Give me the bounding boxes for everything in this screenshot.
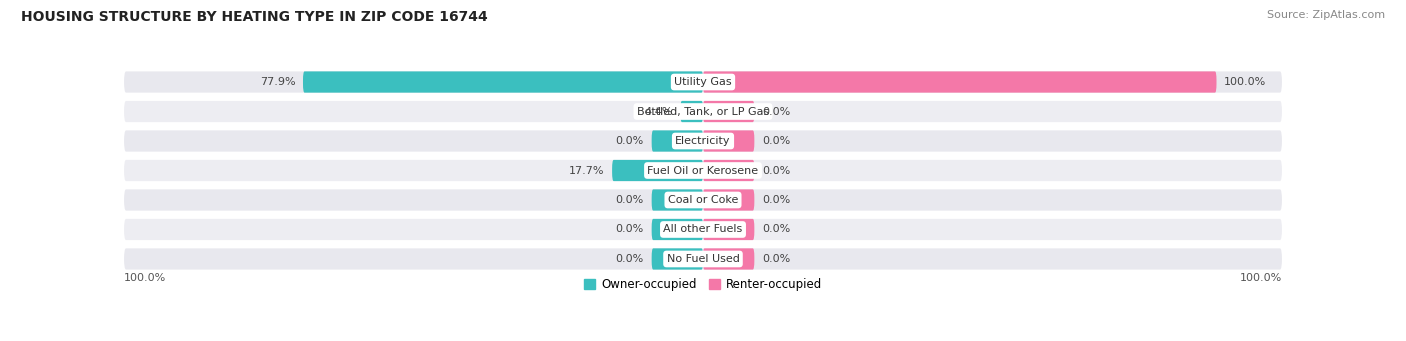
FancyBboxPatch shape (703, 189, 755, 211)
Text: Source: ZipAtlas.com: Source: ZipAtlas.com (1267, 10, 1385, 20)
Text: 77.9%: 77.9% (260, 77, 295, 87)
Text: Bottled, Tank, or LP Gas: Bottled, Tank, or LP Gas (637, 106, 769, 117)
FancyBboxPatch shape (703, 71, 1216, 93)
FancyBboxPatch shape (124, 101, 1282, 122)
Text: 100.0%: 100.0% (1225, 77, 1267, 87)
FancyBboxPatch shape (651, 189, 703, 211)
Text: 0.0%: 0.0% (616, 136, 644, 146)
FancyBboxPatch shape (124, 248, 1282, 270)
Text: 0.0%: 0.0% (762, 195, 790, 205)
Text: Utility Gas: Utility Gas (675, 77, 731, 87)
Text: 0.0%: 0.0% (762, 224, 790, 235)
FancyBboxPatch shape (124, 71, 1282, 93)
FancyBboxPatch shape (651, 248, 703, 270)
FancyBboxPatch shape (651, 130, 703, 152)
FancyBboxPatch shape (681, 101, 703, 122)
Text: 100.0%: 100.0% (124, 273, 166, 283)
FancyBboxPatch shape (703, 130, 755, 152)
FancyBboxPatch shape (124, 219, 1282, 240)
Text: 0.0%: 0.0% (762, 136, 790, 146)
Text: 0.0%: 0.0% (762, 106, 790, 117)
Text: 0.0%: 0.0% (616, 224, 644, 235)
FancyBboxPatch shape (612, 160, 703, 181)
FancyBboxPatch shape (124, 160, 1282, 181)
Text: 100.0%: 100.0% (1240, 273, 1282, 283)
FancyBboxPatch shape (124, 189, 1282, 211)
Text: Coal or Coke: Coal or Coke (668, 195, 738, 205)
FancyBboxPatch shape (703, 219, 755, 240)
Text: 0.0%: 0.0% (616, 195, 644, 205)
FancyBboxPatch shape (302, 71, 703, 93)
Text: Fuel Oil or Kerosene: Fuel Oil or Kerosene (647, 165, 759, 176)
Text: 0.0%: 0.0% (762, 254, 790, 264)
FancyBboxPatch shape (703, 160, 755, 181)
Text: 17.7%: 17.7% (569, 165, 605, 176)
Text: All other Fuels: All other Fuels (664, 224, 742, 235)
FancyBboxPatch shape (651, 219, 703, 240)
Text: Electricity: Electricity (675, 136, 731, 146)
Text: 4.4%: 4.4% (644, 106, 672, 117)
Legend: Owner-occupied, Renter-occupied: Owner-occupied, Renter-occupied (583, 278, 823, 291)
FancyBboxPatch shape (124, 130, 1282, 152)
FancyBboxPatch shape (703, 101, 755, 122)
Text: HOUSING STRUCTURE BY HEATING TYPE IN ZIP CODE 16744: HOUSING STRUCTURE BY HEATING TYPE IN ZIP… (21, 10, 488, 24)
Text: 0.0%: 0.0% (616, 254, 644, 264)
Text: 0.0%: 0.0% (762, 165, 790, 176)
Text: No Fuel Used: No Fuel Used (666, 254, 740, 264)
FancyBboxPatch shape (703, 248, 755, 270)
